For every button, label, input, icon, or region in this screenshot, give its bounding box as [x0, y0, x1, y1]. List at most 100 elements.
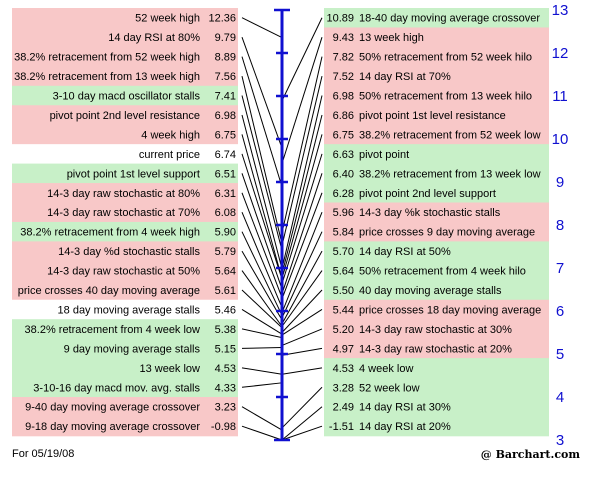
row-band — [324, 299, 549, 320]
connector-line — [241, 212, 283, 308]
row-band — [12, 358, 238, 378]
row-label: 3-10-16 day macd mov. avg. stalls — [33, 382, 200, 394]
connector-line — [241, 153, 283, 280]
row-value: 7.41 — [215, 91, 236, 103]
row-value: 6.08 — [215, 207, 236, 219]
row-value: -1.51 — [329, 421, 354, 433]
row-band — [324, 202, 549, 223]
row-value: 8.89 — [215, 52, 236, 64]
price-axis: 3 4 5 6 7 8 9 10 11 12 13 — [274, 2, 568, 449]
row-label: 50% retracement from 4 week hilo — [359, 266, 526, 278]
row-label: 14 day RSI at 80% — [108, 32, 200, 44]
connector-line — [241, 347, 283, 349]
connector-line — [241, 309, 283, 335]
row-value: 5.90 — [215, 227, 236, 239]
row-band — [12, 46, 238, 67]
row-value: 4.33 — [215, 382, 236, 394]
row-value: 5.44 — [333, 304, 354, 316]
row-band — [324, 27, 549, 48]
connector-line — [241, 134, 283, 279]
row-label: 14 day RSI at 20% — [359, 421, 451, 433]
row-label: 38.2% retracement from 13 week low — [359, 168, 541, 180]
row-band — [12, 85, 238, 106]
row-value: 9.43 — [333, 32, 354, 44]
connector-line — [281, 270, 323, 327]
row-label: pivot point 2nd level support — [359, 188, 496, 200]
row-value: 6.74 — [215, 149, 236, 161]
connector-line — [281, 114, 323, 275]
connector-line — [281, 212, 323, 313]
connector-line — [241, 231, 283, 316]
row-value: 6.51 — [215, 168, 236, 180]
row-value: 6.31 — [215, 188, 236, 200]
row-band — [12, 8, 238, 28]
row-label: 38.2% retracement from 13 week high — [14, 71, 200, 83]
connector-line — [281, 95, 323, 269]
axis-tick-label: 5 — [556, 346, 564, 363]
row-value: 10.89 — [326, 13, 354, 25]
row-value: 5.79 — [215, 246, 236, 258]
row-value: 7.56 — [215, 71, 236, 83]
connector-line — [281, 289, 323, 333]
row-value: 3.28 — [333, 382, 354, 394]
row-label: 14-3 day raw stochastic at 80% — [47, 188, 200, 200]
axis-tick-label: 6 — [556, 303, 564, 320]
row-label: 4 week high — [141, 129, 200, 141]
connector-line — [241, 75, 283, 245]
row-value: 7.82 — [333, 52, 354, 64]
row-value: 5.46 — [215, 304, 236, 316]
row-label: 14-3 day raw stochastic at 30% — [359, 324, 512, 336]
row-label: 50% retracement from 13 week hilo — [359, 91, 532, 103]
connector-line — [241, 56, 283, 187]
row-label: 38.2% retracement from 4 week high — [20, 227, 200, 239]
row-band — [324, 8, 549, 28]
connector-line — [241, 37, 283, 149]
row-label: 38.2% retracement from 4 week low — [25, 324, 201, 336]
row-label: 3-10 day macd oscillator stalls — [53, 91, 201, 103]
row-label: 50% retracement from 52 week hilo — [359, 52, 532, 64]
row-value: 6.98 — [333, 91, 354, 103]
row-band — [12, 124, 238, 145]
row-band — [324, 46, 549, 67]
row-value: 6.75 — [333, 129, 354, 141]
connector-line — [281, 192, 323, 300]
connector-line — [281, 134, 323, 279]
connector-line — [241, 17, 283, 38]
connector-line — [281, 75, 323, 246]
connector-line — [241, 114, 283, 269]
row-label: 52 week low — [359, 382, 420, 394]
row-label: 52 week high — [135, 13, 200, 25]
connector-line — [241, 425, 283, 441]
row-label: pivot point 1st level resistance — [359, 110, 506, 122]
row-value: 4.53 — [215, 363, 236, 375]
connector-line — [281, 425, 323, 441]
row-band — [12, 221, 238, 242]
row-value: -0.98 — [211, 421, 236, 433]
row-band — [12, 241, 238, 262]
connector-line — [281, 153, 323, 285]
axis-tick-label: 13 — [552, 2, 569, 19]
connector-line — [281, 406, 323, 441]
connector-line — [281, 367, 323, 375]
row-label: price crosses 40 day moving average — [18, 285, 200, 297]
row-label: 18-40 day moving average crossover — [359, 13, 540, 25]
row-value: 9.79 — [215, 32, 236, 44]
connector-line — [241, 270, 283, 327]
connector-line — [241, 250, 283, 321]
axis-tick-label: 7 — [556, 260, 564, 277]
row-band — [324, 66, 549, 87]
row-label: 14 day RSI at 50% — [359, 246, 451, 258]
row-label: current price — [139, 149, 200, 161]
row-band — [12, 105, 238, 126]
row-label: 14-3 day raw stochastic at 70% — [47, 207, 200, 219]
row-band — [324, 105, 549, 126]
row-label: pivot point — [359, 149, 409, 161]
row-band — [324, 338, 549, 359]
row-label: price crosses 9 day moving average — [359, 227, 535, 239]
row-band — [12, 27, 238, 48]
row-value: 5.64 — [215, 266, 236, 278]
row-labels: 52 week high 12.36 14 day RSI at 80% 9.79 38… — [14, 13, 541, 433]
row-label: pivot point 1st level support — [67, 168, 200, 180]
connector-line — [281, 37, 323, 164]
row-band — [12, 416, 238, 437]
